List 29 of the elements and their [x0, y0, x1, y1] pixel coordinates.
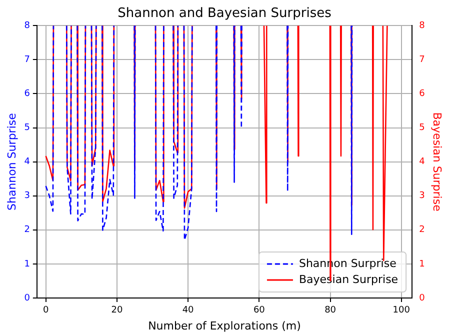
- y-tick-label: 7: [24, 54, 30, 65]
- y2-tick-label: 7: [419, 54, 425, 65]
- chart-title: Shannon and Bayesian Surprises: [118, 6, 332, 22]
- legend-label: Bayesian Surprise: [298, 272, 398, 286]
- x-tick-label: 80: [324, 306, 336, 316]
- x-tick-label: 20: [111, 306, 123, 316]
- x-tick-label: 0: [42, 306, 49, 316]
- y-tick-label: 6: [24, 89, 30, 100]
- x-tick-label: 100: [392, 306, 410, 316]
- y2-tick-label: 5: [419, 123, 425, 134]
- y2-axis-title: Bayesian Surprise: [430, 112, 444, 212]
- y2-tick-label: 2: [419, 225, 425, 236]
- y-tick-label: 8: [24, 20, 30, 31]
- y2-tick-label: 4: [419, 157, 426, 168]
- y-tick-label: 4: [24, 157, 30, 168]
- x-axis-title: Number of Explorations (m): [148, 319, 301, 332]
- y-axis-title: Shannon Surprise: [5, 112, 18, 210]
- y-tick-label: 3: [24, 191, 30, 202]
- y-tick-label: 2: [24, 225, 30, 236]
- y-tick-label: 0: [24, 293, 30, 304]
- x-tick-label: 60: [253, 306, 266, 316]
- y-tick-label: 1: [24, 259, 30, 270]
- y2-tick-label: 6: [419, 89, 426, 100]
- y2-tick-label: 1: [419, 259, 425, 270]
- x-tick-label: 40: [182, 306, 194, 316]
- y2-tick-label: 0: [419, 293, 426, 304]
- y2-tick-label: 8: [419, 20, 426, 31]
- y-tick-label: 5: [24, 123, 30, 134]
- y2-tick-label: 3: [419, 191, 425, 202]
